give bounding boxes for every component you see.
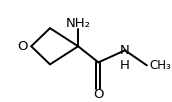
- Text: O: O: [93, 88, 104, 101]
- Text: NH₂: NH₂: [66, 17, 91, 30]
- Text: H: H: [120, 59, 130, 72]
- Text: CH₃: CH₃: [149, 59, 171, 72]
- Text: O: O: [17, 40, 28, 53]
- Text: N: N: [120, 44, 130, 57]
